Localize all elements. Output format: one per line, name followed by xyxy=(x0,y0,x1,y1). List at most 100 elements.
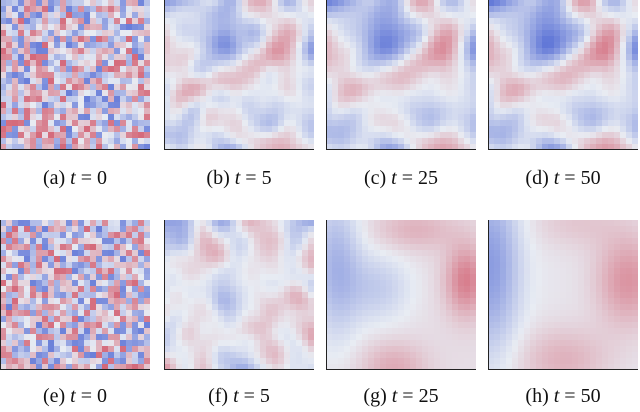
heatmap-cell xyxy=(84,90,91,97)
heatmap-cell xyxy=(620,84,627,91)
heatmap-cell xyxy=(90,256,97,263)
heatmap-cell xyxy=(464,352,471,359)
heatmap-cell xyxy=(428,18,435,25)
heatmap-cell xyxy=(194,36,201,43)
heatmap-cell xyxy=(416,126,423,133)
heatmap-cell xyxy=(278,328,285,335)
heatmap-cell xyxy=(218,322,225,329)
heatmap-cell xyxy=(530,322,537,329)
heatmap-cell xyxy=(542,78,549,85)
heatmap-cell xyxy=(410,36,417,43)
heatmap-cell xyxy=(176,78,183,85)
heatmap-cell xyxy=(554,328,561,335)
heatmap-cell xyxy=(404,280,411,287)
heatmap-cell xyxy=(338,346,345,353)
heatmap-cell xyxy=(380,30,387,37)
heatmap-cell xyxy=(626,6,633,13)
heatmap-cell xyxy=(164,346,171,353)
heatmap-cell xyxy=(132,120,139,127)
heatmap-cell xyxy=(338,238,345,245)
heatmap-cell xyxy=(54,18,61,25)
heatmap-panel-h xyxy=(488,220,638,370)
heatmap-cell xyxy=(608,352,615,359)
heatmap-cell xyxy=(446,96,453,103)
heatmap-cell xyxy=(108,286,115,293)
heatmap-cell xyxy=(434,340,441,347)
heatmap-cell xyxy=(254,90,261,97)
heatmap-cell xyxy=(200,304,207,311)
heatmap-cell xyxy=(392,102,399,109)
heatmap-cell xyxy=(224,346,231,353)
heatmap-cell xyxy=(90,292,97,299)
heatmap-cell xyxy=(248,220,255,227)
heatmap-cell xyxy=(326,60,333,67)
heatmap-cell xyxy=(66,328,73,335)
heatmap-cell xyxy=(326,286,333,293)
heatmap-cell xyxy=(84,304,91,311)
heatmap-cell xyxy=(260,114,267,121)
heatmap-cell xyxy=(368,42,375,49)
heatmap-cell xyxy=(272,286,279,293)
heatmap-cell xyxy=(446,220,453,227)
heatmap-cell xyxy=(224,90,231,97)
heatmap-cell xyxy=(12,132,19,139)
heatmap-cell xyxy=(296,72,303,79)
heatmap-cell xyxy=(230,286,237,293)
heatmap-cell xyxy=(48,78,55,85)
heatmap-cell xyxy=(164,244,171,251)
heatmap-cell xyxy=(386,304,393,311)
heatmap-cell xyxy=(554,48,561,55)
heatmap-cell xyxy=(242,24,249,31)
heatmap-cell xyxy=(326,334,333,341)
heatmap-cell xyxy=(326,102,333,109)
heatmap-cell xyxy=(176,328,183,335)
heatmap-cell xyxy=(60,226,67,233)
heatmap-cell xyxy=(296,334,303,341)
heatmap-cell xyxy=(596,298,603,305)
heatmap-cell xyxy=(434,24,441,31)
heatmap-cell xyxy=(350,286,357,293)
heatmap-cell xyxy=(524,90,531,97)
heatmap-cell xyxy=(428,220,435,227)
heatmap-cell xyxy=(12,364,19,370)
heatmap-cell xyxy=(54,90,61,97)
heatmap-cell xyxy=(200,144,207,150)
heatmap-cell xyxy=(620,256,627,263)
heatmap-cell xyxy=(626,138,633,145)
heatmap-cell xyxy=(452,12,459,19)
heatmap-cell xyxy=(620,280,627,287)
heatmap-cell xyxy=(284,280,291,287)
heatmap-cell xyxy=(530,84,537,91)
heatmap-cell xyxy=(566,96,573,103)
heatmap-cell xyxy=(410,42,417,49)
heatmap-cell xyxy=(114,0,121,7)
heatmap-cell xyxy=(18,328,25,335)
heatmap-cell xyxy=(584,298,591,305)
heatmap-cell xyxy=(24,226,31,233)
heatmap-cell xyxy=(428,286,435,293)
heatmap-cell xyxy=(596,244,603,251)
heatmap-cell xyxy=(84,334,91,341)
heatmap-cell xyxy=(290,232,297,239)
heatmap-cell xyxy=(182,0,189,7)
heatmap-cell xyxy=(36,340,43,347)
heatmap-cell xyxy=(108,274,115,281)
heatmap-cell xyxy=(434,6,441,13)
heatmap-cell xyxy=(236,30,243,37)
heatmap-cell xyxy=(90,334,97,341)
heatmap-cell xyxy=(488,244,495,251)
heatmap-cell xyxy=(114,108,121,115)
heatmap-cell xyxy=(518,54,525,61)
heatmap-cell xyxy=(548,54,555,61)
heatmap-cell xyxy=(90,18,97,25)
heatmap-cell xyxy=(266,24,273,31)
heatmap-cell xyxy=(404,328,411,335)
heatmap-cell xyxy=(566,220,573,227)
heatmap-cell xyxy=(404,244,411,251)
heatmap-cell xyxy=(386,322,393,329)
heatmap-cell xyxy=(144,286,150,293)
heatmap-cell xyxy=(626,268,633,275)
heatmap-cell xyxy=(260,120,267,127)
heatmap-cell xyxy=(392,340,399,347)
heatmap-cell xyxy=(368,268,375,275)
